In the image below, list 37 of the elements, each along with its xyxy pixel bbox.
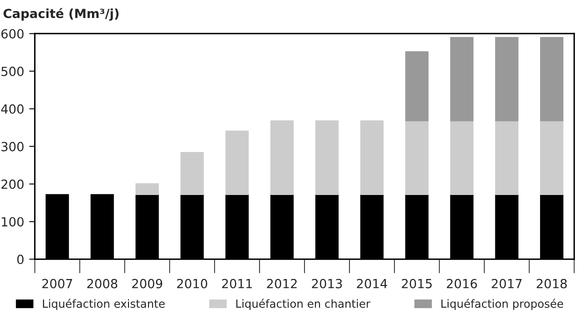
y-tick-label: 500 — [1, 66, 24, 76]
bar — [270, 120, 294, 195]
x-tick-label: 2016 — [446, 278, 477, 288]
bar — [225, 130, 249, 195]
chart-title: Capacité (Mm³/j) — [4, 8, 119, 21]
x-tick-label: 2018 — [536, 278, 567, 288]
y-tick-label: 0 — [17, 254, 24, 264]
x-tick-label: 2017 — [492, 278, 522, 288]
x-tick-label: 2009 — [132, 278, 162, 288]
x-tick-label: 2013 — [312, 278, 342, 288]
y-tick-label: 300 — [1, 142, 24, 152]
bar — [450, 36, 474, 122]
y-tick-label: 400 — [1, 104, 24, 114]
bar — [180, 152, 204, 195]
bar — [495, 120, 518, 195]
legend-label: Liquéfaction proposée — [441, 298, 564, 310]
bar — [540, 36, 564, 122]
y-tick-label: 100 — [2, 217, 24, 227]
y-tick-label: 600 — [1, 29, 24, 39]
x-tick-label: 2007 — [42, 278, 72, 288]
legend-label: Liquéfaction en chantier — [236, 298, 370, 310]
x-tick-label: 2012 — [267, 278, 297, 288]
bar — [360, 120, 384, 195]
legend-label: Liquéfaction existante — [42, 298, 165, 310]
bar — [315, 120, 339, 195]
x-tick-label: 2010 — [177, 278, 208, 288]
bar — [136, 183, 159, 195]
bar — [405, 120, 429, 195]
x-tick-label: 2008 — [87, 278, 118, 288]
x-tick-label: 2014 — [356, 278, 388, 288]
bar — [540, 120, 564, 195]
y-tick-label: 200 — [1, 179, 24, 189]
bar — [405, 51, 429, 122]
x-tick-label: 2011 — [222, 278, 252, 288]
bar — [495, 36, 518, 122]
x-tick-label: 2015 — [402, 278, 432, 288]
bar — [450, 120, 474, 195]
